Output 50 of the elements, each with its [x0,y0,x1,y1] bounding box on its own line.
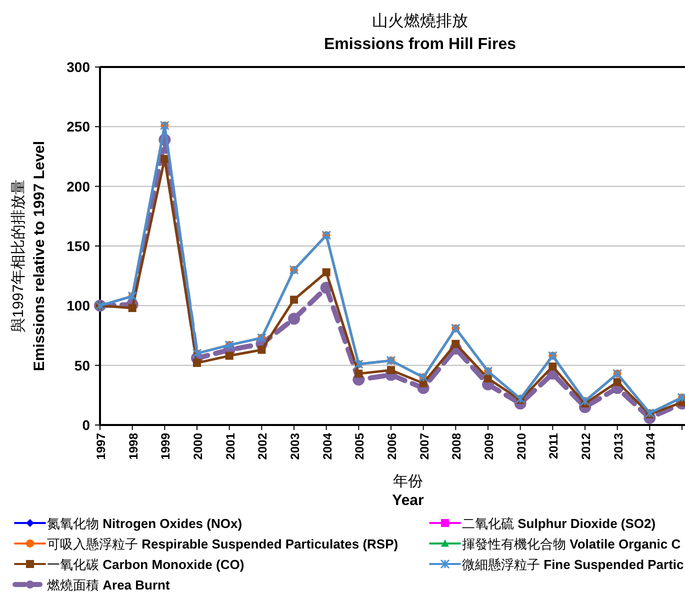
x-tick-label: 2001 [223,432,238,460]
y-tick-label: 50 [74,357,90,374]
point [128,304,136,312]
x-tick-label: 2002 [256,432,270,460]
point [354,370,363,378]
x-tick-label: 2009 [482,432,496,460]
point [484,374,492,382]
y-tick-label: 200 [66,178,90,194]
legend-label: 氮氧化物 Nitrogen Oxides (NOx) [47,516,242,531]
legend-label: 二氧化硫 Sulphur Dioxide (SO2) [462,516,656,531]
point [288,312,300,325]
y-tick-label: 100 [66,298,90,314]
x-tick-label: 2007 [417,432,432,460]
x-tick-label: 2013 [611,432,626,460]
point [452,340,460,348]
x-tick-label: 1998 [126,432,140,460]
legend-label: 揮發性有機化合物 Volatile Organic C [462,536,682,552]
x-tick-label: 2014 [644,432,658,460]
point [225,352,234,360]
legend-label: 可吸入懸浮粒子 Respirable Suspended Particulates (RSP) [47,536,398,552]
x-tick-label: 2004 [320,432,334,460]
legend-label: 微細懸浮粒子 Fine Suspended Partic [462,557,684,572]
y-tick-label: 300 [66,59,90,75]
x-tick-label: 2006 [385,432,399,460]
x-tick-label: 2011 [546,432,561,460]
point [160,154,169,163]
y-tick-label: 0 [82,417,90,433]
x-tick-label: 2005 [352,432,367,460]
legend-label: 一氧化碳 Carbon Monoxide (CO) [47,557,244,572]
point [613,378,622,386]
point [193,358,201,367]
y-tick-label: 250 [66,118,90,135]
x-tick-label: 2008 [450,432,464,460]
x-axis-title: 年份 Year [392,473,424,509]
point [322,268,330,276]
y-axis-title: 與1997年相比的排放量 Emissions relative to 1997 Level [10,140,48,372]
x-tick-label: 2003 [288,432,302,460]
x-tick-label: 2012 [579,432,593,460]
point [548,362,557,371]
x-tick-label: 2000 [191,432,205,460]
y-tick-label: 150 [66,238,90,254]
chart-title: 山火燃燒排放 [372,12,468,30]
point [387,366,395,374]
x-tick-label: 1997 [94,432,108,460]
point [258,346,266,354]
point [290,296,298,304]
chart-subtitle: Emissions from Hill Fires [324,36,516,53]
x-tick-label: 2010 [514,432,528,460]
legend-label: 燃燒面積 Area Burnt [47,578,170,592]
x-tick-label: 1999 [158,432,173,460]
